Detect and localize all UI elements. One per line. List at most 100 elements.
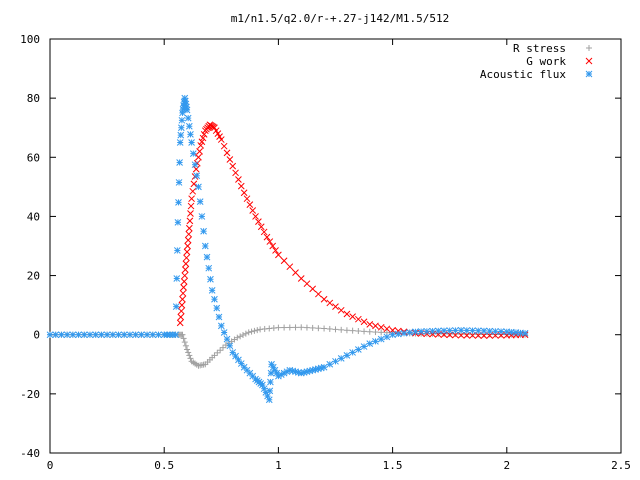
data-point	[220, 142, 228, 150]
data-point	[177, 124, 185, 132]
data-point	[103, 331, 111, 339]
data-point	[372, 329, 379, 336]
data-point	[343, 310, 351, 318]
data-point	[188, 195, 195, 203]
data-point	[245, 329, 252, 336]
data-point	[286, 263, 294, 271]
data-point	[149, 331, 157, 339]
y-tick-label: 0	[33, 329, 40, 342]
data-point	[383, 333, 391, 341]
data-point	[115, 331, 122, 339]
data-point	[343, 352, 351, 359]
data-point	[187, 131, 194, 138]
data-point	[226, 342, 234, 350]
data-point	[226, 156, 234, 163]
data-point	[175, 179, 183, 186]
data-point	[143, 331, 151, 339]
data-point	[187, 355, 194, 362]
data-point	[126, 331, 134, 339]
data-point	[242, 330, 249, 337]
data-point	[292, 324, 299, 331]
data-point	[223, 335, 231, 343]
data-point	[183, 254, 190, 262]
data-point	[320, 363, 328, 371]
data-point	[229, 162, 237, 170]
data-point	[400, 329, 408, 337]
data-point	[417, 328, 425, 335]
data-point	[275, 324, 282, 331]
series-layer	[46, 94, 529, 404]
data-point	[185, 224, 193, 232]
x-tick-label: 2	[503, 459, 510, 472]
data-point	[172, 303, 180, 310]
data-point	[354, 346, 362, 353]
data-point	[92, 331, 100, 339]
y-tick-label: 20	[27, 270, 40, 283]
data-point	[187, 210, 194, 217]
data-point	[338, 326, 345, 333]
data-point	[446, 327, 454, 334]
data-point	[173, 247, 181, 254]
data-point	[182, 342, 189, 349]
data-point	[480, 332, 488, 339]
data-point	[303, 324, 310, 331]
data-point	[492, 327, 499, 335]
legend-marker	[586, 45, 592, 51]
data-point	[429, 327, 436, 335]
data-point	[232, 169, 239, 177]
data-point	[366, 321, 374, 328]
data-point	[223, 149, 231, 157]
data-point	[469, 327, 476, 334]
series-acoustic-flux	[46, 94, 529, 404]
data-point	[267, 378, 274, 386]
y-tick-label: 60	[27, 151, 40, 164]
data-point	[176, 319, 184, 327]
data-point	[337, 355, 345, 362]
data-point	[190, 180, 198, 188]
data-point	[429, 330, 436, 338]
data-point	[366, 340, 374, 347]
data-point	[383, 325, 391, 333]
data-point	[138, 331, 145, 339]
axes: 0 0.5 1 1.5 2 2.5 -40 -20 0 20 40 60 80 100	[20, 33, 631, 472]
data-point	[377, 335, 385, 343]
data-point	[220, 344, 227, 351]
data-point	[281, 324, 288, 331]
data-point	[229, 349, 237, 356]
data-point	[332, 357, 339, 365]
data-point	[434, 327, 442, 335]
data-point	[263, 233, 271, 241]
data-point	[315, 325, 322, 332]
data-point	[174, 218, 182, 226]
data-point	[412, 328, 419, 336]
data-point	[195, 183, 202, 191]
data-point	[211, 352, 218, 359]
data-point	[180, 284, 187, 291]
data-point	[58, 331, 65, 339]
data-point	[268, 360, 275, 368]
data-point	[185, 122, 193, 130]
data-point	[63, 331, 71, 339]
data-point	[423, 327, 431, 335]
data-point	[46, 331, 54, 339]
data-point	[389, 331, 396, 339]
data-point	[213, 304, 221, 312]
data-point	[332, 326, 339, 333]
data-point	[332, 303, 339, 310]
legend-marker	[585, 70, 593, 78]
data-point	[173, 275, 181, 282]
data-point	[179, 331, 186, 338]
series-g-work	[176, 121, 529, 339]
data-point	[243, 195, 251, 203]
data-point	[211, 295, 218, 303]
data-point	[480, 327, 488, 335]
data-point	[463, 332, 471, 339]
data-point	[197, 142, 205, 149]
data-point	[191, 161, 199, 169]
data-point	[120, 331, 128, 339]
data-point	[69, 331, 77, 339]
x-tick-label: 1.5	[383, 459, 403, 472]
data-point	[217, 136, 225, 143]
